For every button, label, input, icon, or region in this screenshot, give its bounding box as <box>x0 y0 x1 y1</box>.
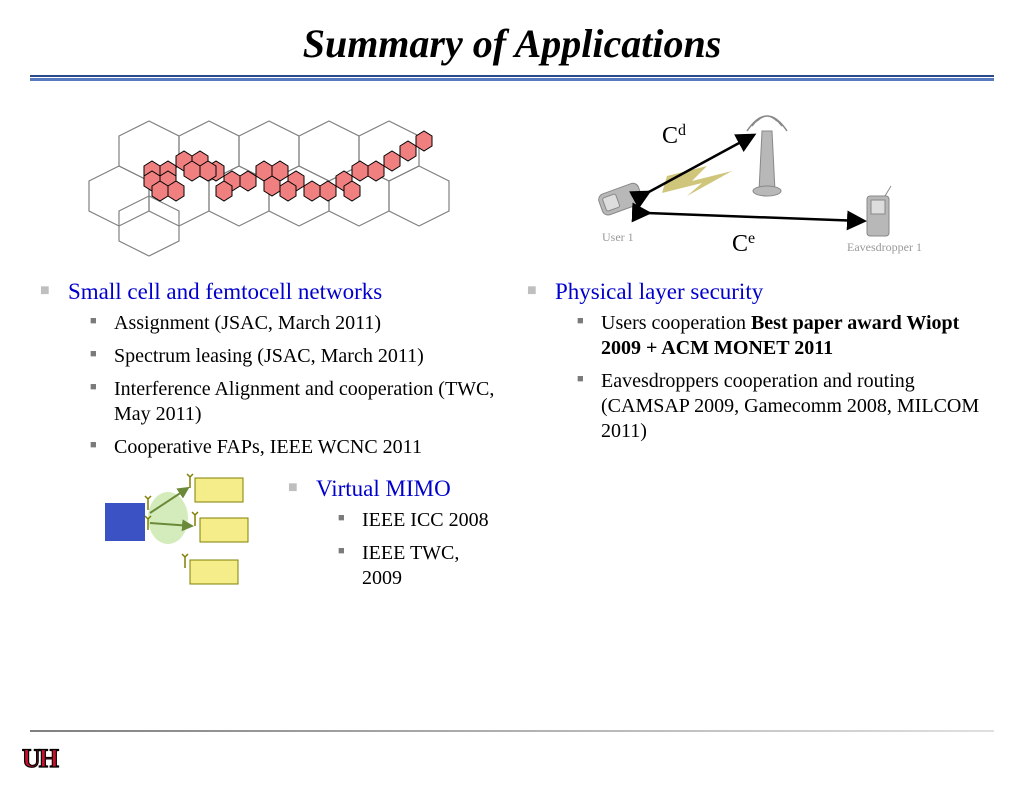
ce-label: Ce <box>732 230 755 257</box>
mimo-row: Virtual MIMO IEEE ICC 2008 IEEE TWC, 200… <box>100 468 497 599</box>
list-item: Eavesdroppers cooperation and routing (C… <box>577 369 984 444</box>
item1-prefix: Users cooperation <box>601 312 751 334</box>
list-item: IEEE ICC 2008 <box>338 508 497 533</box>
list-item: Assignment (JSAC, March 2011) <box>90 311 497 336</box>
user1-label: User 1 <box>602 230 634 244</box>
right-heading: Physical layer security Users cooperatio… <box>527 279 984 444</box>
right-heading-text: Physical layer security <box>555 279 763 304</box>
uh-logo: UH <box>22 744 57 774</box>
list-item: Cooperative FAPs, IEEE WCNC 2011 <box>90 435 497 460</box>
mimo-heading-text: Virtual MIMO <box>316 476 451 501</box>
cd-label: Cd <box>662 122 686 149</box>
list-item: Interference Alignment and cooperation (… <box>90 377 497 427</box>
list-item: IEEE TWC, 2009 <box>338 541 497 591</box>
left-heading: Small cell and femtocell networks Assign… <box>40 279 497 460</box>
title-divider <box>30 75 994 81</box>
list-item: Spectrum leasing (JSAC, March 2011) <box>90 344 497 369</box>
security-diagram: User 1 Eavesdropper 1 Cd Ce <box>527 101 984 271</box>
list-item: Users cooperation Best paper award Wiopt… <box>577 311 984 361</box>
content-area: Small cell and femtocell networks Assign… <box>0 101 1024 599</box>
left-heading-text: Small cell and femtocell networks <box>68 279 382 304</box>
footer-divider <box>30 730 994 732</box>
slide-title: Summary of Applications <box>0 20 1024 67</box>
eaves-label: Eavesdropper 1 <box>847 240 922 254</box>
left-column: Small cell and femtocell networks Assign… <box>40 101 497 599</box>
hexagon-network-figure <box>40 101 497 271</box>
right-column: User 1 Eavesdropper 1 Cd Ce P <box>527 101 984 599</box>
mimo-heading: Virtual MIMO IEEE ICC 2008 IEEE TWC, 200… <box>288 476 497 591</box>
mimo-figure <box>100 468 270 593</box>
